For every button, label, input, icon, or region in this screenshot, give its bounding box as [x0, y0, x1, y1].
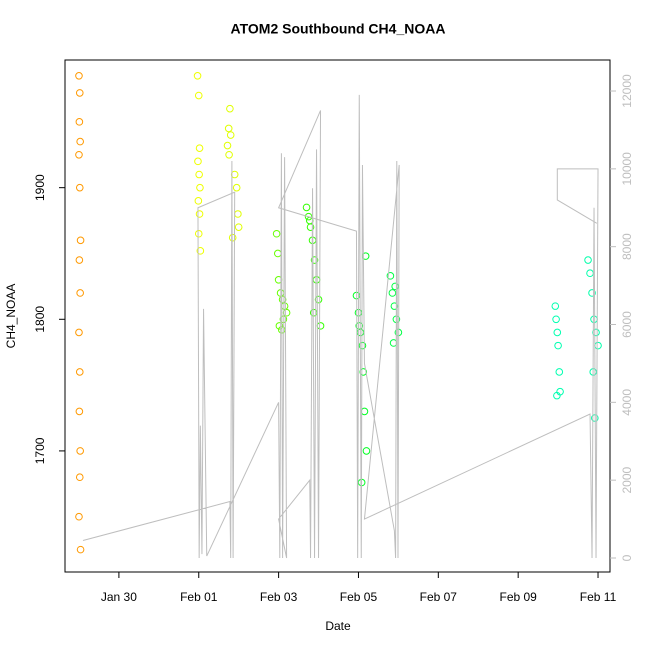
point [196, 183, 204, 192]
point [282, 308, 291, 317]
point [386, 272, 395, 280]
point [76, 137, 84, 146]
y-tick-label: 1900 [33, 174, 47, 201]
y2-tick-label: 4000 [620, 389, 634, 416]
point [194, 197, 203, 205]
x-tick-label: Jan 30 [101, 590, 137, 604]
point [553, 391, 561, 400]
y2-tick-label: 10000 [620, 152, 634, 186]
point [314, 295, 323, 304]
y-tick-label: 1800 [33, 306, 47, 333]
point [196, 247, 205, 255]
point [553, 328, 562, 337]
point [193, 71, 202, 80]
point [75, 183, 84, 192]
point [551, 302, 560, 310]
point [75, 256, 84, 264]
point [75, 150, 83, 159]
x-tick-label: Feb 05 [340, 590, 378, 604]
point [224, 124, 233, 133]
altitude-line [82, 94, 599, 559]
point [554, 341, 562, 350]
point [232, 183, 241, 192]
y2-tick-label: 2000 [620, 466, 634, 493]
point [588, 289, 596, 297]
chart-title: ATOM2 Southbound CH4_NOAA [231, 21, 446, 37]
point [552, 315, 560, 324]
point [195, 170, 203, 179]
point [76, 236, 85, 245]
point [226, 131, 235, 139]
point [76, 447, 84, 455]
point [76, 289, 84, 297]
point [316, 322, 325, 330]
point [304, 212, 313, 221]
point [302, 203, 311, 212]
x-axis-label: Date [325, 619, 351, 633]
point [195, 144, 204, 152]
point [590, 315, 598, 324]
point [275, 322, 284, 330]
y2-tick-label: 0 [620, 554, 634, 561]
point [359, 368, 368, 376]
point [75, 407, 84, 416]
point [388, 289, 397, 297]
y2-tick-label: 8000 [620, 233, 634, 260]
point [592, 328, 600, 337]
point [223, 141, 232, 150]
point [75, 71, 83, 80]
y-axis-label: CH4_NOAA [4, 284, 18, 349]
point [75, 368, 84, 376]
x-tick-label: Feb 07 [420, 590, 458, 604]
point [355, 322, 364, 330]
point [362, 447, 371, 455]
y2-tick-label: 12000 [620, 74, 634, 108]
point [225, 150, 233, 159]
point [75, 512, 83, 521]
point [555, 368, 564, 376]
point [274, 249, 282, 258]
x-tick-label: Feb 01 [180, 590, 218, 604]
x-tick-label: Feb 03 [260, 590, 298, 604]
point [75, 118, 84, 126]
point [358, 341, 367, 350]
point [75, 473, 84, 482]
point [234, 223, 243, 231]
point [228, 233, 237, 242]
point [584, 256, 592, 264]
point [594, 341, 602, 350]
y-tick-label: 1700 [33, 437, 47, 464]
point [586, 269, 594, 278]
point [310, 256, 319, 264]
point [312, 276, 321, 284]
point [194, 91, 203, 100]
x-tick-label: Feb 11 [580, 590, 617, 604]
point [75, 89, 84, 97]
point [278, 295, 287, 304]
plot-box [64, 59, 611, 573]
point [75, 328, 83, 337]
point [194, 229, 203, 238]
point [272, 229, 281, 238]
point [360, 407, 369, 416]
point [195, 210, 204, 218]
point [194, 157, 202, 166]
point [234, 210, 242, 218]
y2-tick-label: 6000 [620, 311, 634, 338]
point [76, 545, 85, 554]
point [226, 104, 234, 113]
x-tick-label: Feb 09 [499, 590, 537, 604]
